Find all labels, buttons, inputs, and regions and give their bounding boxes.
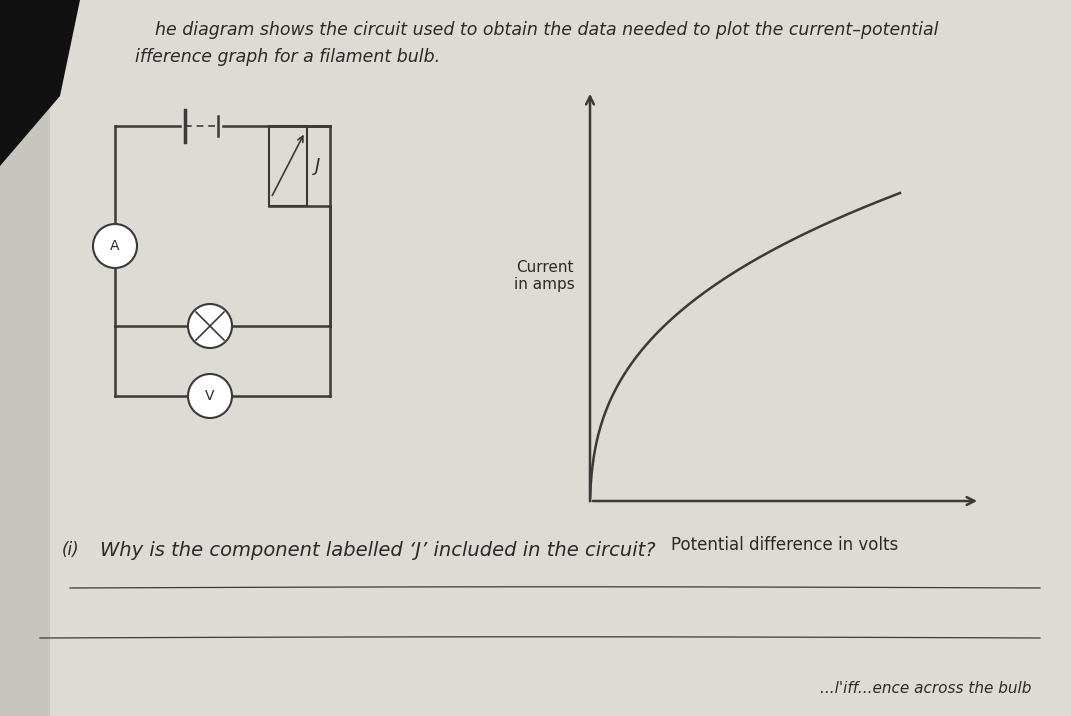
Text: Current
in amps: Current in amps [514,260,575,292]
Polygon shape [0,0,80,166]
Text: Why is the component labelled ‘J’ included in the circuit?: Why is the component labelled ‘J’ includ… [100,541,655,560]
Text: A: A [110,239,120,253]
Text: he diagram shows the circuit used to obtain the data needed to plot the current–: he diagram shows the circuit used to obt… [155,21,938,39]
Text: ...l'iff...ence across the bulb: ...l'iff...ence across the bulb [820,681,1031,696]
Text: J: J [315,157,320,175]
Text: V: V [206,389,215,403]
Text: (i): (i) [62,541,79,559]
Circle shape [188,304,232,348]
Circle shape [188,374,232,418]
Text: Potential difference in volts: Potential difference in volts [672,536,899,554]
Text: ifference graph for a filament bulb.: ifference graph for a filament bulb. [135,48,440,66]
Circle shape [93,224,137,268]
Bar [269,126,307,206]
